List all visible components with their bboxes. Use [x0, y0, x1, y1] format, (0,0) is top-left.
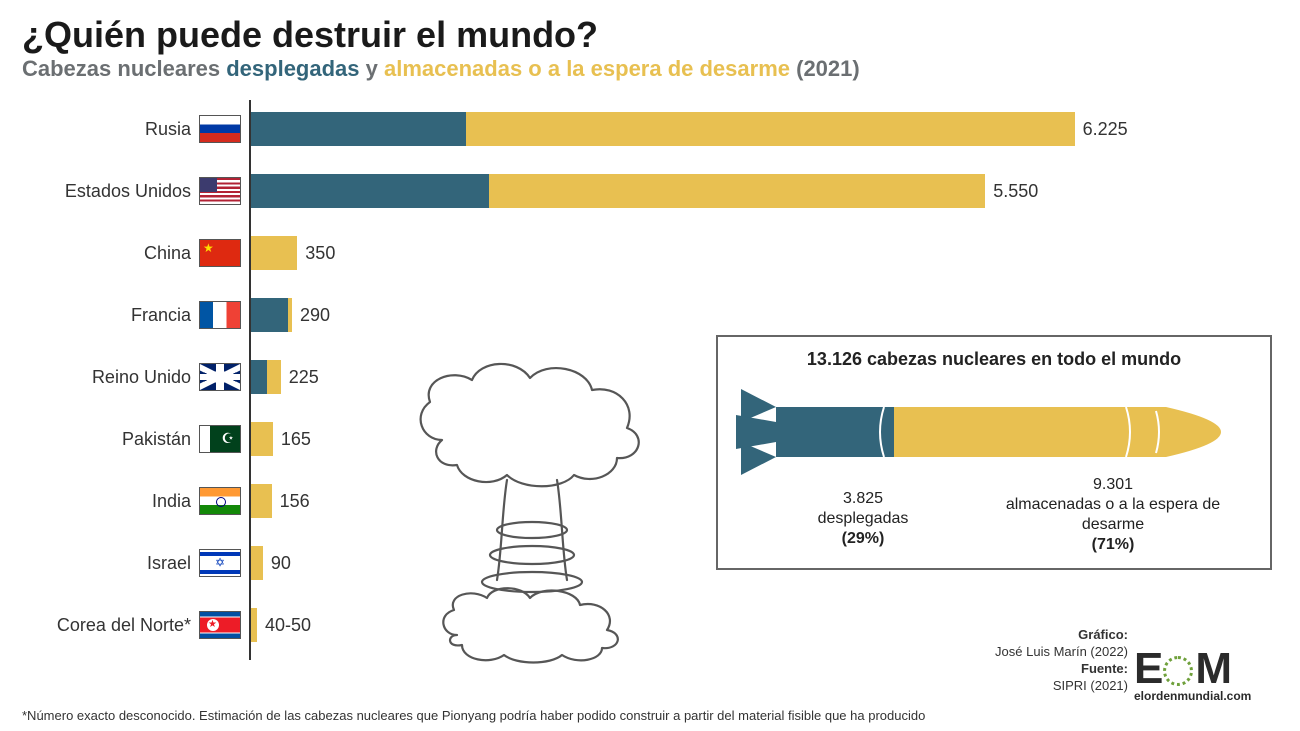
country-label: Reino Unido	[22, 368, 199, 386]
country-label: Corea del Norte*	[22, 616, 199, 634]
bar-segment-deployed	[251, 174, 489, 208]
country-label: Estados Unidos	[22, 182, 199, 200]
country-label: Israel	[22, 554, 199, 572]
flag-icon	[199, 549, 241, 577]
flag-icon	[199, 487, 241, 515]
flag-icon	[199, 301, 241, 329]
eom-logo-url: elordenmundial.com	[1134, 689, 1282, 703]
infobox-stored: 9.301 almacenadas o a la espera de desar…	[998, 475, 1228, 555]
eom-logo: EM elordenmundial.com	[1134, 649, 1282, 709]
bar: 290	[251, 298, 330, 332]
bar: 5.550	[251, 174, 1038, 208]
bar-segment-stored	[267, 360, 281, 394]
flag-icon	[199, 425, 241, 453]
subtitle: Cabezas nucleares desplegadas y almacena…	[0, 56, 1300, 82]
flag-icon	[199, 177, 241, 205]
subtitle-stored: almacenadas o a la espera de desarme	[384, 56, 790, 81]
credits-author: José Luis Marín (2022)	[995, 644, 1128, 659]
bar: 6.225	[251, 112, 1128, 146]
bar: 350	[251, 236, 335, 270]
infobox-stored-label: almacenadas o a la espera de desarme	[1006, 496, 1220, 533]
footnote: *Número exacto desconocido. Estimación d…	[22, 708, 925, 723]
chart-row: Pakistán	[22, 422, 241, 456]
bar-value: 156	[280, 491, 310, 512]
eom-logo-o-icon	[1163, 656, 1193, 686]
chart-row: China	[22, 236, 241, 270]
chart-row: Rusia	[22, 112, 241, 146]
bar: 90	[251, 546, 291, 580]
bar-segment-stored	[251, 608, 257, 642]
subtitle-year: (2021)	[790, 56, 860, 81]
infobox-stored-count: 9.301	[1093, 476, 1133, 493]
bar: 40-50	[251, 608, 311, 642]
flag-icon	[199, 611, 241, 639]
country-label: Pakistán	[22, 430, 199, 448]
bar-chart: Rusia 6.225 Estados Unidos 5.550 China 350 Fra…	[22, 100, 1278, 670]
bar-segment-stored	[251, 546, 263, 580]
bar-value: 350	[305, 243, 335, 264]
bar-value: 165	[281, 429, 311, 450]
bar: 225	[251, 360, 319, 394]
flag-icon	[199, 115, 241, 143]
chart-row: India	[22, 484, 241, 518]
bar: 165	[251, 422, 311, 456]
bar-segment-stored	[251, 484, 272, 518]
infobox-stored-pct: (71%)	[1092, 536, 1135, 553]
bar-segment-deployed	[251, 360, 267, 394]
bar-segment-stored	[466, 112, 1075, 146]
page-title: ¿Quién puede destruir el mundo?	[0, 0, 1300, 56]
credits-source: SIPRI (2021)	[1053, 678, 1128, 693]
flag-icon	[199, 363, 241, 391]
bar-segment-deployed	[251, 298, 288, 332]
infobox-deployed-pct: (29%)	[842, 530, 885, 547]
infobox-deployed: 3.825 desplegadas (29%)	[778, 489, 948, 549]
missile-icon	[736, 387, 1276, 477]
bar-value: 6.225	[1083, 119, 1128, 140]
bar-segment-stored	[251, 422, 273, 456]
bar-segment-stored	[489, 174, 985, 208]
country-label: Rusia	[22, 120, 199, 138]
bar-value: 225	[289, 367, 319, 388]
credits-grafico-label: Gráfico:	[1078, 627, 1128, 642]
bar-segment-deployed	[251, 112, 466, 146]
bar-value: 5.550	[993, 181, 1038, 202]
bar-value: 290	[300, 305, 330, 326]
flag-icon	[199, 239, 241, 267]
bar: 156	[251, 484, 310, 518]
bar-segment-stored	[251, 236, 297, 270]
eom-logo-text: EM	[1134, 649, 1282, 689]
chart-row: Francia	[22, 298, 241, 332]
subtitle-middle: y	[360, 56, 384, 81]
summary-infobox: 13.126 cabezas nucleares en todo el mund…	[716, 335, 1272, 570]
credits-fuente-label: Fuente:	[1081, 661, 1128, 676]
infobox-title: 13.126 cabezas nucleares en todo el mund…	[718, 349, 1270, 370]
chart-row: Corea del Norte*	[22, 608, 241, 642]
country-label: China	[22, 244, 199, 262]
bar-segment-stored	[288, 298, 292, 332]
credits: Gráfico: José Luis Marín (2022) Fuente: …	[995, 627, 1128, 695]
infobox-deployed-label: desplegadas	[818, 510, 909, 527]
chart-row: Israel	[22, 546, 241, 580]
chart-row: Estados Unidos	[22, 174, 241, 208]
country-label: India	[22, 492, 199, 510]
bar-value: 90	[271, 553, 291, 574]
bar-value: 40-50	[265, 615, 311, 636]
mushroom-cloud-icon	[402, 350, 662, 670]
country-label: Francia	[22, 306, 199, 324]
infobox-deployed-count: 3.825	[843, 490, 883, 507]
subtitle-prefix: Cabezas nucleares	[22, 56, 226, 81]
chart-row: Reino Unido	[22, 360, 241, 394]
subtitle-deployed: desplegadas	[226, 56, 359, 81]
